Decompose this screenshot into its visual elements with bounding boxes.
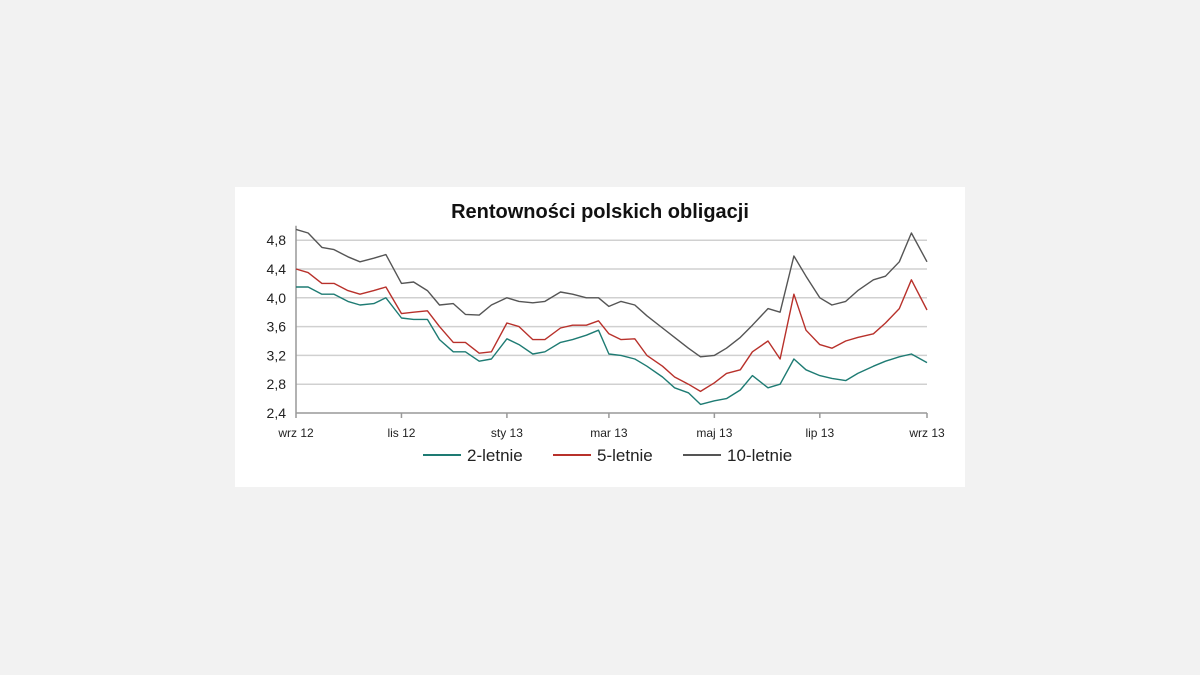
chart-card: Rentowności polskich obligacji 2,4 2,8 3,2… — [235, 187, 965, 487]
x-tick-label: lis 12 — [387, 426, 415, 440]
x-tick-label: lip 13 — [805, 426, 834, 440]
x-tick-label: mar 13 — [590, 426, 628, 440]
y-tick-label: 4,8 — [267, 232, 287, 248]
x-tick-label: sty 13 — [491, 426, 523, 440]
x-tick-label: wrz 13 — [908, 426, 945, 440]
legend-label: 5-letnie — [597, 446, 653, 465]
x-tick-label: maj 13 — [696, 426, 732, 440]
y-tick-label: 4,4 — [267, 261, 287, 277]
y-tick-label: 2,4 — [267, 405, 287, 421]
legend-label: 2-letnie — [467, 446, 523, 465]
line-chart: Rentowności polskich obligacji 2,4 2,8 3,2… — [267, 201, 945, 465]
series-line-10-letnie — [295, 228, 928, 358]
chart-title: Rentowności polskich obligacji — [451, 201, 749, 223]
legend-label: 10-letnie — [727, 446, 792, 465]
series-line-2-letnie — [296, 286, 928, 406]
y-tick-label: 2,8 — [267, 376, 287, 392]
series-line-5-letnie — [295, 268, 928, 393]
x-tick-label: wrz 12 — [277, 426, 314, 440]
y-tick-label: 3,2 — [267, 347, 287, 363]
y-tick-label: 3,6 — [267, 319, 287, 335]
y-tick-label: 4,0 — [267, 290, 287, 306]
